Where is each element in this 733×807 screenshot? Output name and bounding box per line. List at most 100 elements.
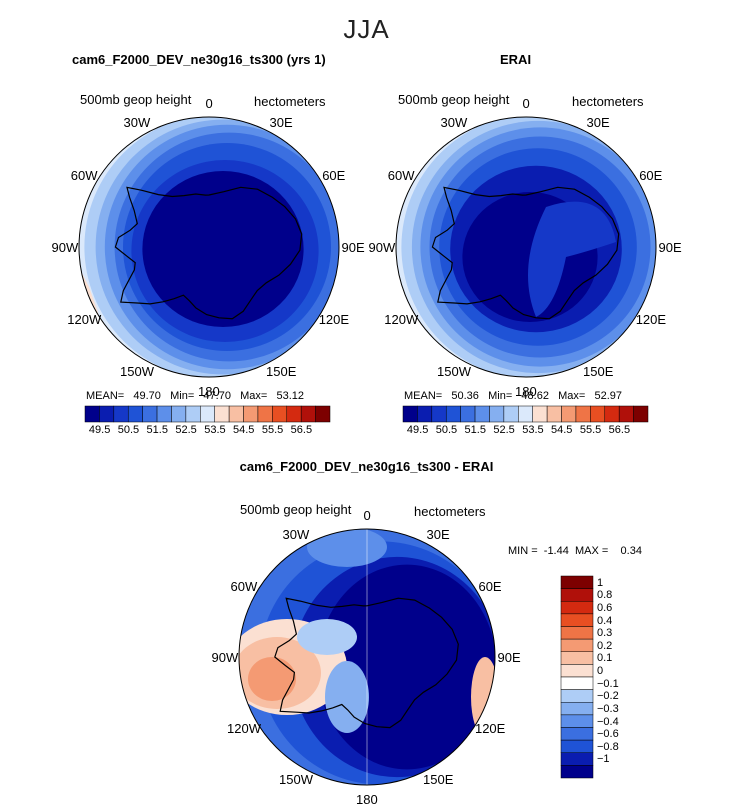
- colorbar-swatch: [156, 405, 172, 423]
- colorbar-swatch: [171, 405, 187, 423]
- panel-1-lon-label-7: 150W: [120, 364, 154, 380]
- colorbar-swatch: [474, 405, 490, 423]
- panel-1-lon-label-4: 120E: [318, 311, 350, 327]
- panel-3-lon-label-1: 30E: [426, 526, 450, 542]
- panel-2-lon-label-0: 0: [522, 95, 530, 111]
- colorbar-swatch: [560, 588, 594, 602]
- colorbar-3-tick: −0.6: [597, 728, 619, 741]
- panel-3-lon-label-3: 90E: [497, 649, 521, 665]
- panel-2-lon-label-7: 150W: [437, 364, 471, 380]
- colorbar-swatch: [113, 405, 129, 423]
- colorbar-3-tick: −0.4: [597, 715, 619, 728]
- coastline-outline: [114, 186, 303, 320]
- colorbar-swatch: [142, 405, 158, 423]
- map-boundary: [395, 116, 657, 378]
- panel-2-title: ERAI: [500, 52, 532, 67]
- colorbar-swatch: [560, 689, 594, 703]
- season-title: JJA: [343, 14, 390, 44]
- contour-band-7: [142, 171, 304, 327]
- colorbar-swatch: [590, 405, 606, 423]
- colorbar-swatch: [300, 405, 316, 423]
- colorbar-3-tick: 0: [597, 665, 604, 677]
- panel-3-lon-label-8: 120W: [227, 720, 261, 736]
- panel-1-stats: MEAN= 49.70 Min= 47.70 Max= 53.12: [86, 390, 305, 402]
- colorbar-swatch: [560, 727, 594, 741]
- colorbar-3: [560, 575, 594, 779]
- colorbar-3-tick: 0.2: [597, 639, 613, 652]
- panel-3-lon-label-2: 60E: [478, 578, 502, 594]
- colorbar-swatch: [257, 405, 273, 423]
- colorbar-swatch: [99, 405, 115, 423]
- colorbar-2-tick: 51.5: [464, 424, 486, 436]
- colorbar-2-tick: 55.5: [579, 424, 602, 436]
- panel-3-title: cam6_F2000_DEV_ne30g16_ts300 - ERAI: [239, 459, 494, 474]
- panel-3-lon-label-7: 150W: [279, 772, 313, 788]
- colorbar-swatch: [243, 405, 259, 423]
- colorbar-swatch: [518, 405, 533, 423]
- colorbar-swatch: [489, 405, 505, 423]
- panel-3-units: hectometers: [414, 504, 486, 519]
- panel-1-lon-label-2: 60E: [322, 167, 346, 183]
- coastline-outline: [274, 597, 459, 729]
- colorbar-swatch: [560, 676, 594, 690]
- panel-1-lon-label-5: 150E: [266, 364, 297, 380]
- colorbar-swatch: [402, 405, 418, 423]
- colorbar-2-tick: 54.5: [551, 424, 573, 436]
- colorbar-3-tick: 0.6: [597, 601, 613, 614]
- panel-2-variable: 500mb geop height: [398, 92, 510, 107]
- colorbar-2: [402, 405, 649, 423]
- panel-3-lon-label-9: 90W: [211, 649, 239, 665]
- panel-2-stats: MEAN= 50.36 Min= 48.62 Max= 52.97: [404, 390, 623, 402]
- colorbar-swatch: [618, 405, 634, 423]
- map-panel-1: [78, 116, 340, 378]
- colorbar-1-tick: 50.5: [117, 424, 140, 436]
- map-boundary: [78, 116, 340, 378]
- colorbar-swatch: [560, 626, 594, 640]
- colorbar-swatch: [127, 405, 143, 423]
- panel-1-lon-label-3: 90E: [341, 239, 365, 255]
- colorbar-2-tick: 50.5: [435, 424, 458, 436]
- colorbar-1-tick: 54.5: [233, 424, 255, 436]
- colorbar-1: [84, 405, 331, 423]
- colorbar-1-tick: 55.5: [261, 424, 284, 436]
- panel-1-variable: 500mb geop height: [80, 92, 192, 107]
- colorbar-swatch: [633, 405, 649, 423]
- colorbar-swatch: [546, 405, 562, 423]
- colorbar-swatch: [560, 752, 594, 766]
- colorbar-swatch: [200, 405, 215, 423]
- panel-3-lon-label-11: 30W: [282, 526, 310, 542]
- colorbar-2-tick: 49.5: [406, 424, 429, 436]
- panel-3-lon-label-5: 150E: [423, 772, 454, 788]
- map-panel-3: [238, 528, 496, 786]
- colorbar-1-tick: 49.5: [88, 424, 111, 436]
- colorbar-swatch: [272, 405, 288, 423]
- colorbar-swatch: [561, 405, 577, 423]
- panel-2-lon-label-3: 90E: [658, 239, 682, 255]
- panel-3-lon-label-10: 60W: [230, 578, 258, 594]
- colorbar-3-tick: −0.3: [597, 702, 619, 715]
- colorbar-3-tick: 0.8: [597, 589, 613, 602]
- map-panel-2: [395, 116, 657, 378]
- panel-2-lon-label-8: 120W: [384, 311, 419, 327]
- colorbar-2-tick: 56.5: [608, 424, 631, 436]
- colorbar-swatch: [560, 651, 594, 665]
- map-boundary: [238, 528, 496, 786]
- panel-1-lon-label-6: 180: [198, 383, 220, 399]
- panel-1-lon-label-9: 90W: [51, 239, 79, 255]
- colorbar-swatch: [431, 405, 447, 423]
- colorbar-swatch: [532, 405, 548, 423]
- colorbar-swatch: [560, 613, 594, 627]
- panel-2-lon-label-4: 120E: [635, 311, 667, 327]
- colorbar-swatch: [286, 405, 302, 423]
- panel-1-units: hectometers: [254, 94, 326, 109]
- colorbar-swatch: [560, 601, 594, 615]
- panel-2-lon-label-11: 30W: [440, 114, 468, 130]
- colorbar-3-tick: −0.1: [597, 677, 619, 690]
- panel-3-variable: 500mb geop height: [240, 502, 352, 517]
- colorbar-3-tick: −0.2: [597, 690, 619, 703]
- panel-3-lon-label-4: 120E: [474, 720, 506, 736]
- colorbar-swatch: [214, 405, 230, 423]
- panel-1-lon-label-0: 0: [205, 95, 213, 111]
- colorbar-swatch: [417, 405, 433, 423]
